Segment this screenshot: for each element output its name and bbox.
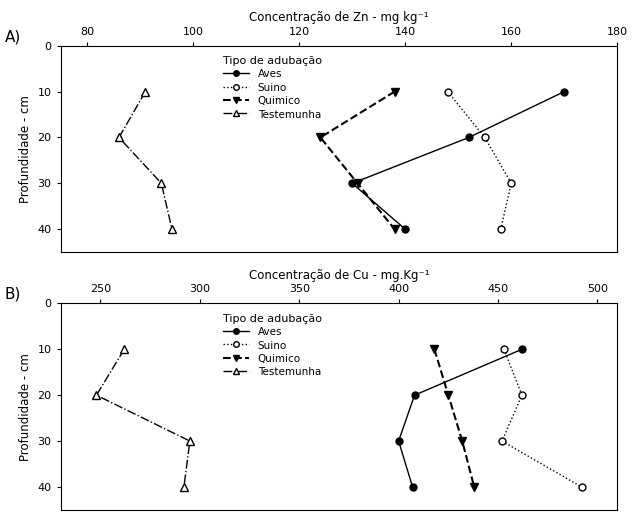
Text: A): A) bbox=[5, 29, 21, 44]
Text: B): B) bbox=[5, 287, 21, 302]
Legend: Aves, Suino, Quimico, Testemunha: Aves, Suino, Quimico, Testemunha bbox=[220, 53, 325, 122]
X-axis label: Concentração de Cu - mg.Kg⁻¹: Concentração de Cu - mg.Kg⁻¹ bbox=[249, 269, 429, 282]
Y-axis label: Profundidade - cm: Profundidade - cm bbox=[19, 95, 32, 203]
Legend: Aves, Suino, Quimico, Testemunha: Aves, Suino, Quimico, Testemunha bbox=[220, 311, 325, 380]
X-axis label: Concentração de Zn - mg kg⁻¹: Concentração de Zn - mg kg⁻¹ bbox=[249, 11, 429, 24]
Y-axis label: Profundidade - cm: Profundidade - cm bbox=[19, 353, 32, 461]
